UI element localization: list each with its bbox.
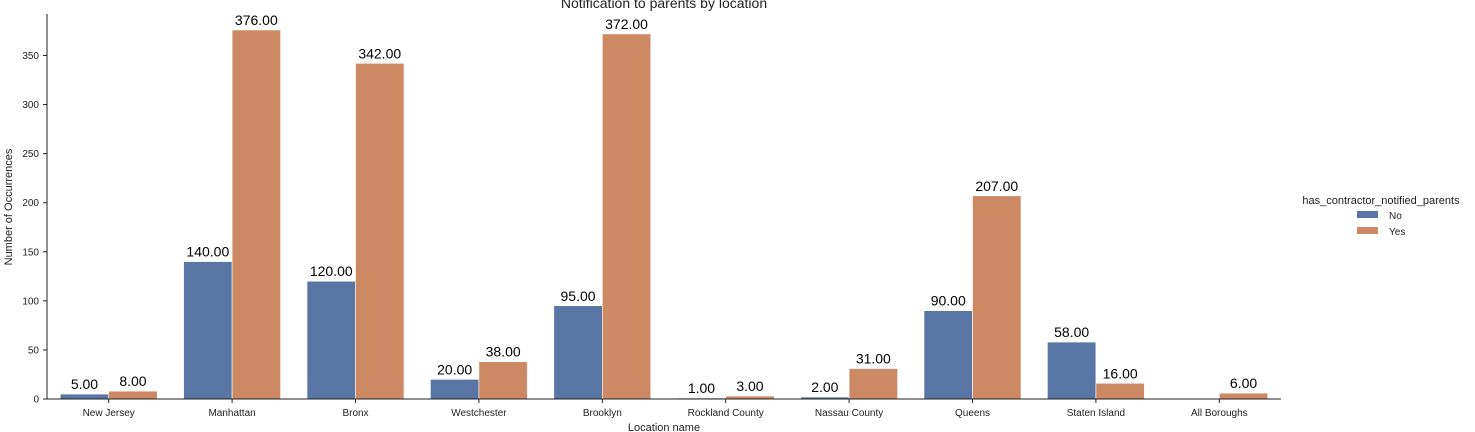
chart-title: Notification to parents by location xyxy=(561,0,767,11)
bar-yes-2 xyxy=(355,63,405,400)
data-label-yes-0: 8.00 xyxy=(119,373,146,389)
y-tick-label-7: 350 xyxy=(22,51,39,62)
data-label-yes-1: 376.00 xyxy=(235,12,278,28)
x-tick-label-5: Rockland County xyxy=(688,408,764,419)
legend-label-yes: Yes xyxy=(1389,227,1405,238)
y-tick-label-3: 150 xyxy=(22,247,39,258)
y-tick-label-5: 250 xyxy=(22,149,39,160)
x-tick-label-7: Queens xyxy=(955,408,990,419)
y-axis-label: Number of Occurrences xyxy=(3,148,15,265)
bar-no-7 xyxy=(923,310,973,400)
legend-swatch-no xyxy=(1357,211,1378,218)
data-label-yes-8: 16.00 xyxy=(1103,365,1138,381)
x-tick-label-2: Bronx xyxy=(342,408,368,419)
data-label-yes-6: 31.00 xyxy=(856,351,891,367)
data-label-yes-4: 372.00 xyxy=(605,16,648,32)
data-label-no-2: 120.00 xyxy=(310,263,353,279)
legend-swatch-yes xyxy=(1357,227,1378,234)
data-label-no-6: 2.00 xyxy=(811,379,838,395)
data-label-no-0: 5.00 xyxy=(71,376,98,392)
data-label-no-8: 58.00 xyxy=(1054,324,1089,340)
data-label-yes-9: 6.00 xyxy=(1230,375,1257,391)
bar-no-3 xyxy=(430,379,480,400)
bar-yes-8 xyxy=(1095,382,1145,400)
data-label-yes-3: 38.00 xyxy=(486,344,521,360)
x-ticks-group: New Jersey Manhattan Bronx Westchester Brook… xyxy=(83,399,1248,419)
bar-no-2 xyxy=(306,280,356,400)
legend-label-no: No xyxy=(1389,211,1402,222)
bar-no-8 xyxy=(1047,341,1097,400)
bar-yes-9 xyxy=(1219,392,1269,400)
y-tick-label-1: 50 xyxy=(28,345,40,356)
y-ticks-group: 0 50 100 150 200 250 300 350 xyxy=(22,51,47,406)
x-tick-label-3: Westchester xyxy=(451,408,507,419)
data-label-yes-2: 342.00 xyxy=(358,45,401,61)
x-axis-label: Location name xyxy=(628,422,700,432)
bars-group xyxy=(59,29,1269,400)
x-tick-label-6: Nassau County xyxy=(815,408,883,419)
data-label-yes-5: 3.00 xyxy=(736,378,763,394)
data-label-no-4: 95.00 xyxy=(561,288,596,304)
bar-no-4 xyxy=(553,305,603,400)
y-tick-label-6: 300 xyxy=(22,100,39,111)
data-label-no-1: 140.00 xyxy=(186,244,229,260)
x-tick-label-9: All Boroughs xyxy=(1191,408,1248,419)
y-tick-label-0: 0 xyxy=(33,395,39,406)
data-label-no-7: 90.00 xyxy=(931,293,966,309)
bar-yes-4 xyxy=(601,33,652,400)
y-tick-label-2: 100 xyxy=(22,296,39,307)
legend: has_contractor_notified_parents No Yes xyxy=(1302,195,1460,238)
bar-yes-0 xyxy=(108,390,158,400)
legend-title: has_contractor_notified_parents xyxy=(1302,195,1460,207)
data-label-no-3: 20.00 xyxy=(437,361,472,377)
bar-yes-1 xyxy=(231,29,281,400)
data-label-no-5: 1.00 xyxy=(688,380,715,396)
bar-yes-3 xyxy=(478,361,528,400)
x-tick-label-8: Staten Island xyxy=(1067,408,1125,419)
bar-no-0 xyxy=(59,393,110,400)
x-tick-label-0: New Jersey xyxy=(83,408,135,419)
x-tick-label-1: Manhattan xyxy=(208,408,255,419)
data-label-yes-7: 207.00 xyxy=(975,178,1018,194)
data-labels-group: 5.00 8.00 140.00 376.00 120.00 342.00 20.00 38.… xyxy=(71,12,1258,396)
bar-no-1 xyxy=(183,261,233,400)
y-tick-label-4: 200 xyxy=(22,198,39,209)
x-tick-label-4: Brooklyn xyxy=(583,408,622,419)
bar-yes-7 xyxy=(972,195,1022,400)
bar-yes-6 xyxy=(848,368,898,400)
